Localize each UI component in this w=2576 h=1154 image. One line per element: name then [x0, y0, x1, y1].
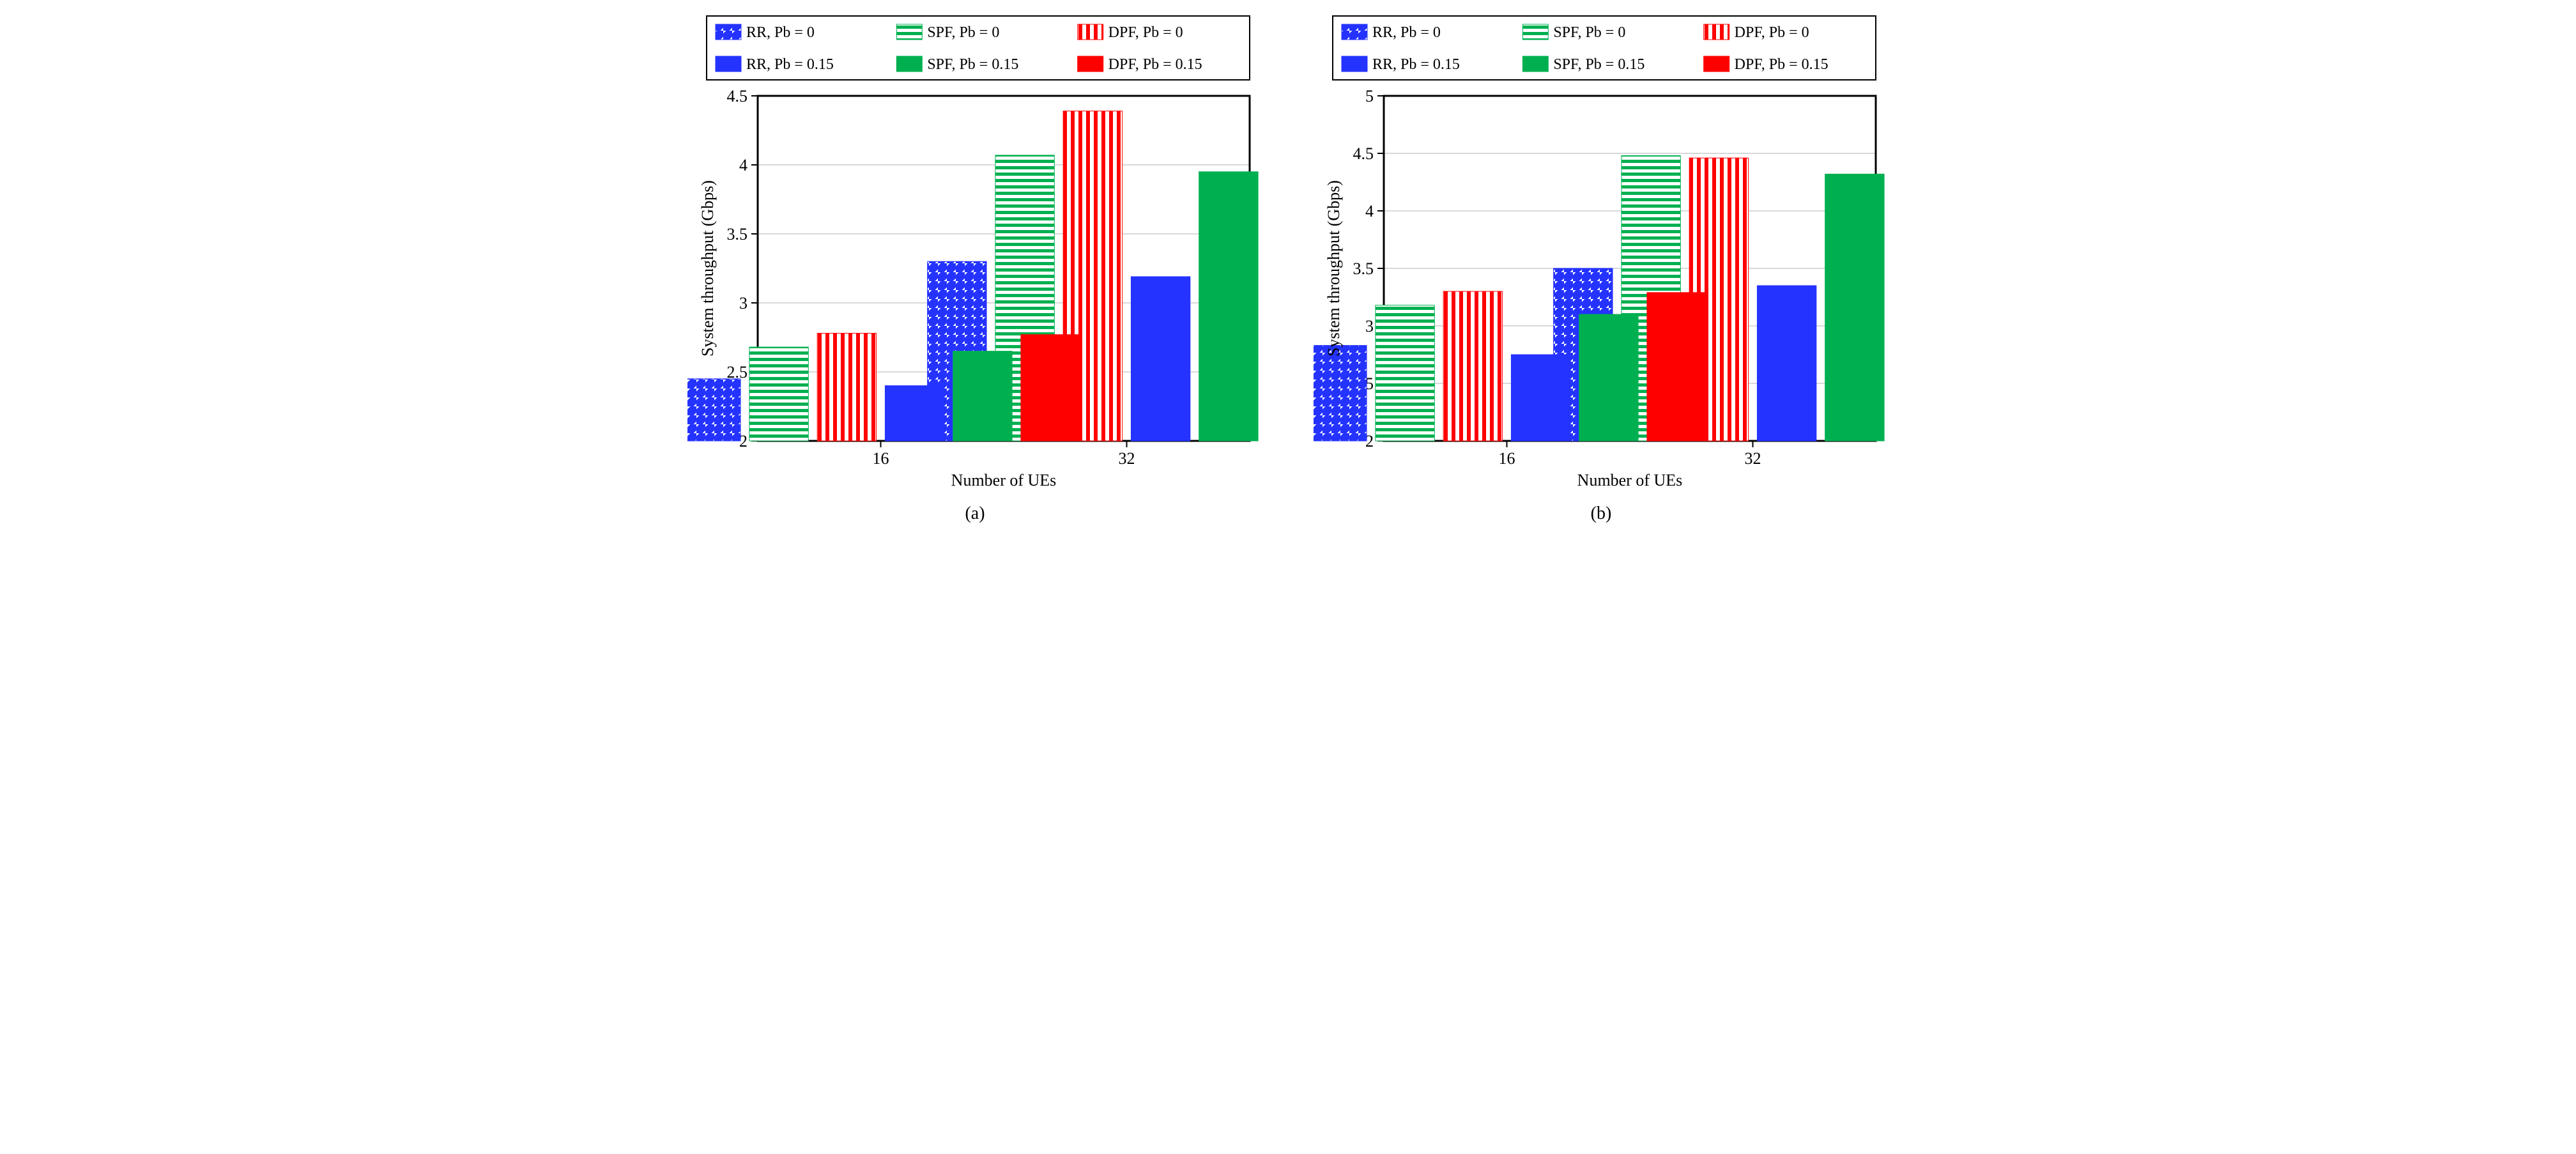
chart-b: 22.533.544.551632Number of UEsSystem thr… [1314, 13, 1889, 498]
legend-label: SPF, Pb = 0 [927, 24, 999, 41]
chart-a-container: 22.533.544.51632Number of UEsSystem thro… [687, 13, 1262, 524]
bar [885, 386, 944, 441]
bar [1757, 286, 1816, 441]
chart-a: 22.533.544.51632Number of UEsSystem thro… [687, 13, 1262, 498]
bar [953, 351, 1012, 441]
bar [1825, 174, 1884, 441]
svg-text:5: 5 [1365, 87, 1374, 105]
svg-text:3.5: 3.5 [1353, 259, 1374, 278]
y-axis-label: System throughput (Gbps) [698, 180, 717, 357]
y-axis-label: System throughput (Gbps) [1324, 180, 1343, 357]
chart-b-container: 22.533.544.551632Number of UEsSystem thr… [1314, 13, 1889, 524]
legend-swatch [1342, 56, 1367, 72]
svg-text:4.5: 4.5 [727, 87, 748, 105]
legend-label: SPF, Pb = 0.15 [1553, 56, 1644, 73]
svg-text:3: 3 [1365, 317, 1374, 335]
legend-swatch [1078, 56, 1103, 72]
legend-swatch [1704, 56, 1729, 72]
svg-text:4: 4 [1365, 202, 1374, 220]
svg-text:16: 16 [873, 449, 889, 468]
legend-label: RR, Pb = 0 [1372, 24, 1441, 41]
svg-text:32: 32 [1745, 449, 1761, 468]
legend-label: DPF, Pb = 0 [1108, 24, 1183, 41]
x-axis-label: Number of UEs [1577, 471, 1683, 489]
legend-swatch [1704, 24, 1729, 40]
svg-text:4.5: 4.5 [1353, 144, 1374, 163]
legend-swatch [896, 56, 922, 72]
bar [687, 379, 740, 441]
legend-label: RR, Pb = 0.15 [746, 56, 834, 73]
bar [1314, 346, 1367, 441]
legend-label: DPF, Pb = 0.15 [1735, 56, 1828, 73]
bar [817, 334, 876, 441]
bar [1199, 172, 1258, 441]
chart-a-caption: (a) [965, 504, 985, 524]
legend-swatch [896, 24, 922, 40]
svg-text:3: 3 [739, 294, 747, 312]
x-axis-label: Number of UEs [951, 471, 1057, 489]
bar [749, 347, 808, 441]
legend-label: SPF, Pb = 0.15 [927, 56, 1018, 73]
svg-text:3.5: 3.5 [727, 225, 748, 243]
svg-text:32: 32 [1119, 449, 1135, 468]
svg-text:16: 16 [1499, 449, 1515, 468]
legend-swatch [716, 24, 741, 40]
svg-text:4: 4 [739, 156, 747, 174]
legend-swatch [716, 56, 741, 72]
bar [1021, 335, 1080, 441]
bar [1579, 314, 1638, 441]
legend-label: SPF, Pb = 0 [1553, 24, 1625, 41]
chart-b-caption: (b) [1591, 504, 1612, 524]
legend-swatch [1078, 24, 1103, 40]
legend-swatch [1522, 24, 1548, 40]
legend-swatch [1342, 24, 1367, 40]
legend-label: DPF, Pb = 0.15 [1108, 56, 1202, 73]
legend-label: DPF, Pb = 0 [1735, 24, 1809, 41]
legend-label: RR, Pb = 0.15 [1372, 56, 1460, 73]
bar [1511, 355, 1570, 441]
legend-label: RR, Pb = 0 [746, 24, 815, 41]
bar [1131, 277, 1190, 441]
bar [1443, 291, 1502, 441]
bar [1376, 305, 1434, 441]
bar [1647, 293, 1706, 441]
legend-swatch [1522, 56, 1548, 72]
